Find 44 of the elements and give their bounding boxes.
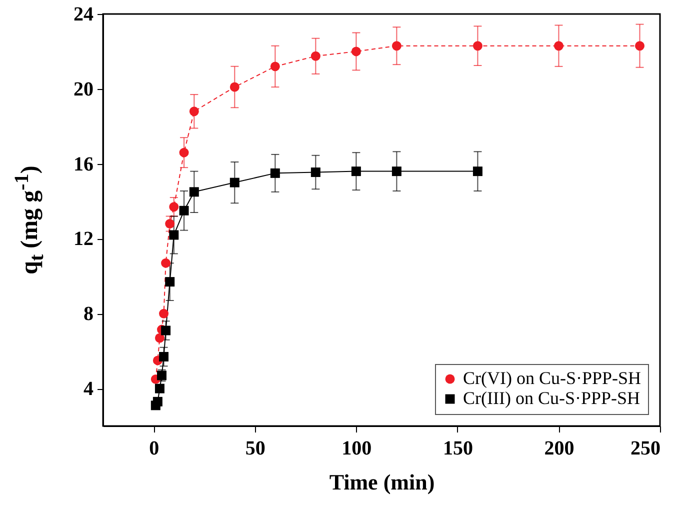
point <box>230 82 240 92</box>
point <box>169 202 179 212</box>
y-tick-label: 4 <box>84 378 94 400</box>
point <box>310 51 320 61</box>
point <box>179 206 189 216</box>
point <box>351 46 361 56</box>
y-tick-label: 16 <box>74 153 94 176</box>
point <box>270 62 280 72</box>
point <box>161 258 171 268</box>
point <box>310 168 320 177</box>
point <box>189 106 199 116</box>
x-axis-title: Time (min) <box>329 470 435 494</box>
x-tick-label: 250 <box>630 438 660 460</box>
point <box>161 326 171 336</box>
point <box>230 178 240 188</box>
point <box>154 384 164 394</box>
point <box>472 166 482 176</box>
x-tick-label: 50 <box>245 438 266 460</box>
point <box>159 308 169 318</box>
legend-label: Cr(III) on Cu-S·PPP-SH <box>463 388 640 408</box>
point <box>635 41 644 51</box>
point <box>351 166 361 176</box>
point <box>189 187 199 197</box>
point <box>392 166 402 176</box>
point <box>554 41 564 51</box>
y-tick-label: 12 <box>74 228 94 250</box>
point <box>165 219 175 228</box>
point <box>152 396 162 406</box>
x-tick-label: 150 <box>442 438 473 460</box>
x-tick-label: 200 <box>544 438 574 460</box>
point <box>270 168 280 178</box>
y-tick-label: 8 <box>84 303 94 326</box>
x-tick-label: 100 <box>342 438 372 460</box>
point <box>154 333 164 343</box>
point <box>179 148 189 158</box>
y-tick-label: 20 <box>74 78 94 100</box>
y-tick-label: 24 <box>74 4 94 26</box>
point <box>165 277 175 287</box>
x-tick-label: 0 <box>149 438 160 460</box>
point <box>169 230 179 240</box>
point <box>159 352 169 362</box>
legend-label: Cr(VI) on Cu-S·PPP-SH <box>463 368 642 388</box>
point <box>392 41 402 51</box>
point <box>472 41 482 51</box>
